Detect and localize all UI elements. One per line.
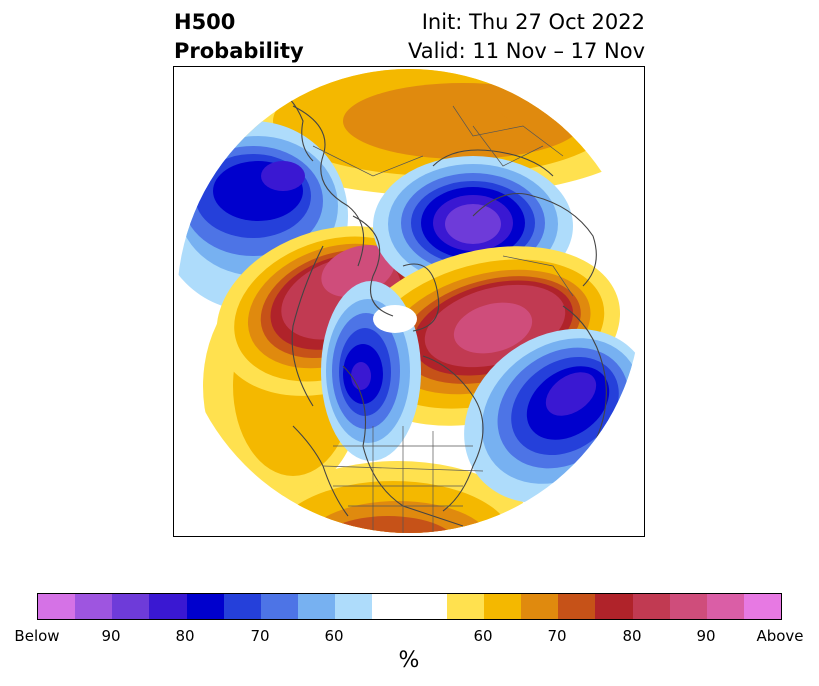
colorbar-cell: [743, 594, 782, 619]
colorbar-cell: [706, 594, 744, 619]
colorbar-cell: [409, 594, 447, 619]
colorbar-tick-label: Below: [14, 627, 60, 645]
colorbar-tick-label: 70: [547, 627, 567, 645]
colorbar-tick-label: 90: [101, 627, 121, 645]
map-frame: [173, 66, 645, 537]
init-date: Init: Thu 27 Oct 2022: [421, 10, 645, 34]
title-variable: H500: [174, 10, 236, 34]
colorbar-unit: %: [398, 648, 420, 673]
colorbar-cell: [669, 594, 707, 619]
colorbar-cell: [521, 594, 559, 619]
colorbar-cell: [335, 594, 373, 619]
colorbar-cell: [372, 594, 410, 619]
colorbar-tick-label: 80: [175, 627, 195, 645]
colorbar-tick-label: 90: [696, 627, 716, 645]
colorbar-cell: [75, 594, 113, 619]
colorbar-tick-label: 70: [250, 627, 270, 645]
coastlines: [272, 85, 607, 527]
colorbar-cell: [595, 594, 633, 619]
colorbar-cell: [38, 594, 76, 619]
colorbar-cell: [260, 594, 299, 619]
valid-range: Valid: 11 Nov – 17 Nov: [408, 39, 645, 63]
colorbar-cell: [632, 594, 670, 619]
colorbar-tick-label: 80: [622, 627, 642, 645]
title-right: Init: Thu 27 Oct 2022 Valid: 11 Nov – 17…: [408, 8, 645, 66]
colorbar-cell: [112, 594, 150, 619]
probability-map: [173, 66, 645, 537]
borders: [312, 105, 574, 533]
colorbar-cell: [446, 594, 484, 619]
colorbar-cell: [149, 594, 187, 619]
colorbar-tick-label: 60: [324, 627, 344, 645]
colorbar-cell: [483, 594, 522, 619]
title-left: H500 Probability: [174, 8, 304, 66]
title-quantity: Probability: [174, 39, 304, 63]
colorbar: [37, 593, 782, 620]
colorbar-cell: [298, 594, 336, 619]
colorbar-cell: [558, 594, 596, 619]
colorbar-cell: [223, 594, 261, 619]
colorbar-cell: [186, 594, 224, 619]
colorbar-tick-label: Above: [756, 627, 804, 645]
colorbar-tick-label: 60: [473, 627, 493, 645]
